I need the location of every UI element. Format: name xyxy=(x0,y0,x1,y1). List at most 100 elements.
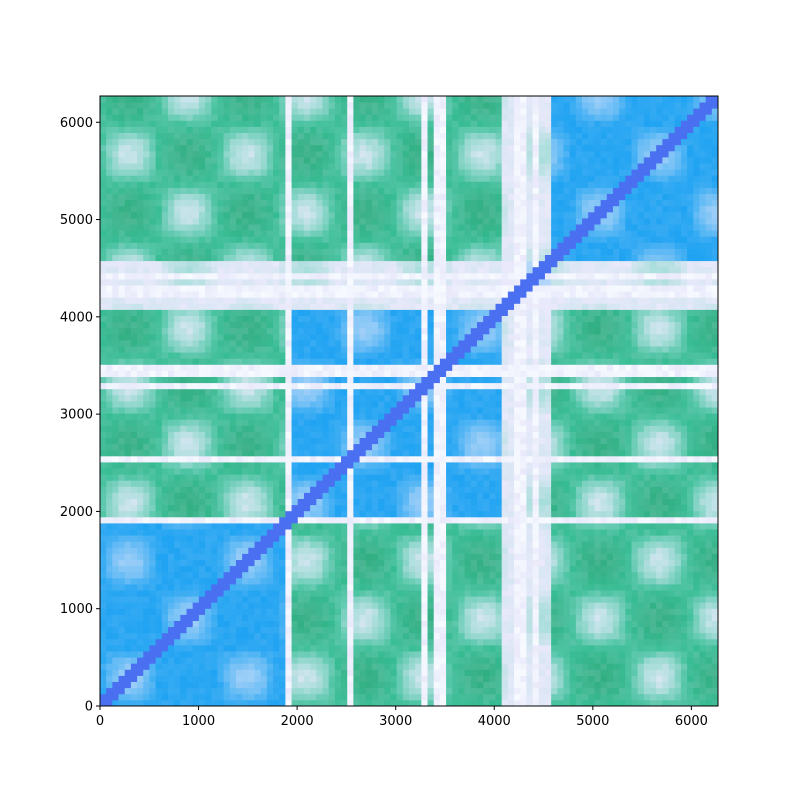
heatmap-cell xyxy=(341,571,348,579)
heatmap-cell xyxy=(322,675,330,682)
heatmap-cell xyxy=(273,663,280,670)
heatmap-cell xyxy=(341,272,348,280)
heatmap-cell xyxy=(378,614,385,621)
heatmap-cell xyxy=(322,626,330,634)
heatmap-cell xyxy=(297,346,305,353)
heatmap-cell xyxy=(316,559,323,567)
heatmap-cell xyxy=(167,266,175,274)
heatmap-cell xyxy=(303,248,311,255)
heatmap-cell xyxy=(149,126,157,133)
heatmap-cell xyxy=(112,218,119,225)
heatmap-cell xyxy=(396,407,404,414)
heatmap-cell xyxy=(192,394,200,402)
heatmap-cell xyxy=(328,541,336,548)
heatmap-cell xyxy=(223,309,231,316)
heatmap-cell xyxy=(359,547,367,554)
heatmap-cell xyxy=(260,108,268,115)
heatmap-cell xyxy=(310,279,317,286)
heatmap-cell xyxy=(229,260,237,268)
heatmap-cell xyxy=(118,590,126,597)
heatmap-cell xyxy=(328,291,336,298)
heatmap-cell xyxy=(211,480,218,487)
heatmap-cell xyxy=(359,193,367,201)
heatmap-cell xyxy=(180,590,187,597)
heatmap-cell xyxy=(341,169,348,176)
heatmap-cell xyxy=(273,120,280,127)
heatmap-cell xyxy=(260,321,268,329)
heatmap-cell xyxy=(167,211,175,219)
heatmap-cell xyxy=(161,254,169,262)
heatmap-cell xyxy=(167,370,175,377)
heatmap-cell xyxy=(205,120,212,127)
heatmap-cell xyxy=(291,144,299,152)
heatmap-cell xyxy=(297,138,305,146)
heatmap-cell xyxy=(328,608,336,615)
heatmap-cell xyxy=(260,266,268,274)
heatmap-cell xyxy=(161,407,169,414)
heatmap-cell xyxy=(167,236,175,243)
heatmap-cell xyxy=(161,657,169,664)
heatmap-cell xyxy=(235,486,243,493)
heatmap-cell xyxy=(347,315,354,323)
heatmap-cell xyxy=(260,663,268,670)
heatmap-cell xyxy=(205,114,212,121)
heatmap-cell xyxy=(248,199,255,207)
heatmap-cell xyxy=(223,394,231,402)
heatmap-cell xyxy=(291,132,299,140)
heatmap-cell xyxy=(180,504,187,512)
heatmap-cell xyxy=(149,150,157,158)
heatmap-cell xyxy=(211,675,218,682)
heatmap-cell xyxy=(242,260,249,268)
heatmap-cell xyxy=(273,523,280,530)
heatmap-cell xyxy=(205,590,212,597)
heatmap-cell xyxy=(322,693,330,701)
heatmap-cell xyxy=(211,230,218,237)
heatmap-cell xyxy=(359,577,367,585)
heatmap-cell xyxy=(137,120,144,127)
heatmap-cell xyxy=(371,638,379,646)
heatmap-cell xyxy=(279,425,286,432)
heatmap-cell xyxy=(297,169,305,176)
heatmap-cell xyxy=(137,321,144,329)
heatmap-cell xyxy=(100,254,107,262)
heatmap-cell xyxy=(384,114,391,121)
heatmap-cell xyxy=(174,535,181,542)
heatmap-cell xyxy=(198,394,206,402)
heatmap-cell xyxy=(322,462,330,469)
heatmap-cell xyxy=(365,645,373,652)
heatmap-cell xyxy=(186,297,194,304)
heatmap-cell xyxy=(192,291,200,298)
heatmap-cell xyxy=(174,272,181,280)
heatmap-cell xyxy=(279,651,286,658)
heatmap-cell xyxy=(402,352,410,359)
heatmap-cell xyxy=(155,413,163,420)
heatmap-cell xyxy=(242,565,249,573)
heatmap-cell xyxy=(310,602,317,609)
heatmap-cell xyxy=(266,102,274,109)
heatmap-cell xyxy=(223,401,231,408)
heatmap-cell xyxy=(137,419,144,426)
heatmap-cell xyxy=(402,413,410,420)
heatmap-cell xyxy=(390,169,398,176)
heatmap-cell xyxy=(242,236,249,243)
heatmap-cell xyxy=(137,516,144,524)
heatmap-cell xyxy=(371,437,379,445)
heatmap-cell xyxy=(229,242,237,249)
heatmap-cell xyxy=(328,382,336,390)
heatmap-cell xyxy=(291,419,299,426)
heatmap-cell xyxy=(365,547,373,554)
heatmap-cell xyxy=(347,114,354,121)
heatmap-cell xyxy=(124,272,132,280)
heatmap-cell xyxy=(371,150,379,158)
heatmap-cell xyxy=(112,211,119,219)
heatmap-cell xyxy=(371,620,379,628)
heatmap-cell xyxy=(149,602,157,609)
heatmap-cell xyxy=(310,205,317,213)
heatmap-cell xyxy=(198,120,206,127)
heatmap-cell xyxy=(285,498,292,506)
heatmap-cell xyxy=(328,437,336,445)
heatmap-cell xyxy=(316,254,323,262)
heatmap-cell xyxy=(205,126,212,133)
heatmap-cell xyxy=(390,175,398,182)
heatmap-cell xyxy=(161,327,169,335)
